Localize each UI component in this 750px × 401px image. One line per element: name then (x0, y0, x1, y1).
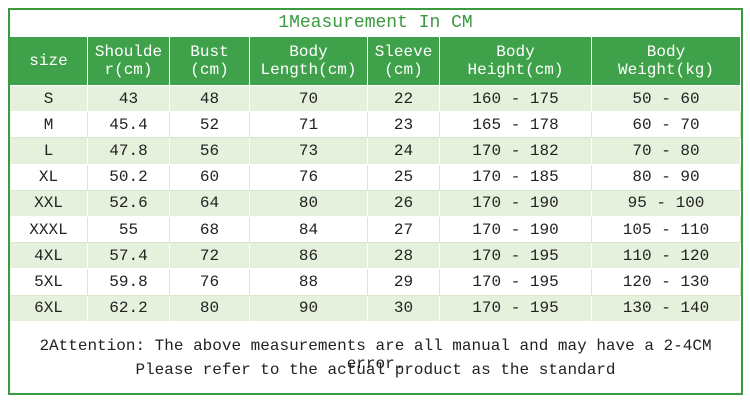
table-cell: S (10, 86, 88, 113)
table-cell: 72 (170, 243, 250, 270)
table-cell: 25 (368, 164, 440, 191)
table-cell: 73 (250, 138, 368, 165)
table-cell: M (10, 112, 88, 139)
table-cell: 80 - 90 (592, 164, 741, 191)
table-cell: 90 (250, 295, 368, 322)
table-cell: 43 (88, 86, 170, 113)
table-cell: 88 (250, 269, 368, 296)
header-text: r(cm) (104, 61, 153, 79)
header-cell: Body Weight(kg) (592, 37, 741, 86)
table-cell: L (10, 138, 88, 165)
header-text: Body (646, 43, 686, 61)
table-cell: 48 (170, 86, 250, 113)
table-cell: 62.2 (88, 295, 170, 322)
table-cell: 105 - 110 (592, 217, 741, 244)
table-cell: 76 (250, 164, 368, 191)
table-cell: 170 - 195 (440, 269, 592, 296)
table-cell: 76 (170, 269, 250, 296)
table-cell: 22 (368, 86, 440, 113)
table-cell: 26 (368, 190, 440, 217)
header-cell: Shoulde r(cm) (88, 37, 170, 86)
header-text: Height(cm) (467, 61, 564, 79)
table-cell: XXL (10, 190, 88, 217)
table-cell: 55 (88, 217, 170, 244)
header-text: Sleeve (374, 43, 433, 61)
table-cell: 50 - 60 (592, 86, 741, 113)
table-cell: 170 - 195 (440, 243, 592, 270)
header-text: (cm) (384, 61, 423, 79)
table-cell: 60 - 70 (592, 112, 741, 139)
header-text: Body (289, 43, 328, 61)
table-cell: 68 (170, 217, 250, 244)
title: 1Measurement In CM (278, 13, 473, 33)
table-cell: 70 - 80 (592, 138, 741, 165)
header-cell: Body Length(cm) (250, 37, 368, 86)
header-cell: Body Height(cm) (440, 37, 592, 86)
table-cell: 50.2 (88, 164, 170, 191)
table-cell: 60 (170, 164, 250, 191)
header-cell: size (10, 37, 88, 86)
header-text: Body (496, 43, 535, 61)
note-line: Please refer to the actual product as th… (135, 361, 616, 379)
table-cell: 170 - 190 (440, 217, 592, 244)
table-cell: 170 - 190 (440, 190, 592, 217)
table-cell: 70 (250, 86, 368, 113)
table-cell: 59.8 (88, 269, 170, 296)
table-cell: 5XL (10, 269, 88, 296)
header-cell: Bust (cm) (170, 37, 250, 86)
table-cell: 170 - 195 (440, 295, 592, 322)
table-cell: 47.8 (88, 138, 170, 165)
table-cell: 170 - 185 (440, 164, 592, 191)
table-cell: 95 - 100 (592, 190, 741, 217)
table-cell: XXXL (10, 217, 88, 244)
table-cell: 6XL (10, 295, 88, 322)
table-cell: 45.4 (88, 112, 170, 139)
table-cell: 84 (250, 217, 368, 244)
table-cell: 71 (250, 112, 368, 139)
table-cell: 130 - 140 (592, 295, 741, 322)
table-cell: 86 (250, 243, 368, 270)
header-text: Bust (190, 43, 229, 61)
header-text: Length(cm) (260, 61, 357, 79)
table-cell: 80 (170, 295, 250, 322)
note-line: 2Attention: The above measurements are a… (39, 337, 712, 373)
table-cell: 56 (170, 138, 250, 165)
table-cell: 170 - 182 (440, 138, 592, 165)
table-cell: 52 (170, 112, 250, 139)
table-cell: 57.4 (88, 243, 170, 270)
table-cell: 80 (250, 190, 368, 217)
table-cell: 165 - 178 (440, 112, 592, 139)
table-cell: 29 (368, 269, 440, 296)
table-cell: 24 (368, 138, 440, 165)
frame (8, 8, 743, 395)
table-cell: 28 (368, 243, 440, 270)
table-cell: 52.6 (88, 190, 170, 217)
table-cell: 64 (170, 190, 250, 217)
header-text: Weight(kg) (617, 61, 714, 79)
header-cell: Sleeve (cm) (368, 37, 440, 86)
table-cell: 120 - 130 (592, 269, 741, 296)
table-cell: 110 - 120 (592, 243, 741, 270)
header-text: Shoulde (94, 43, 163, 61)
header-text: size (29, 52, 68, 70)
header-text: (cm) (190, 61, 229, 79)
table-cell: 4XL (10, 243, 88, 270)
table-cell: 160 - 175 (440, 86, 592, 113)
table-cell: 27 (368, 217, 440, 244)
table-cell: 23 (368, 112, 440, 139)
table-cell: XL (10, 164, 88, 191)
table-cell: 30 (368, 295, 440, 322)
